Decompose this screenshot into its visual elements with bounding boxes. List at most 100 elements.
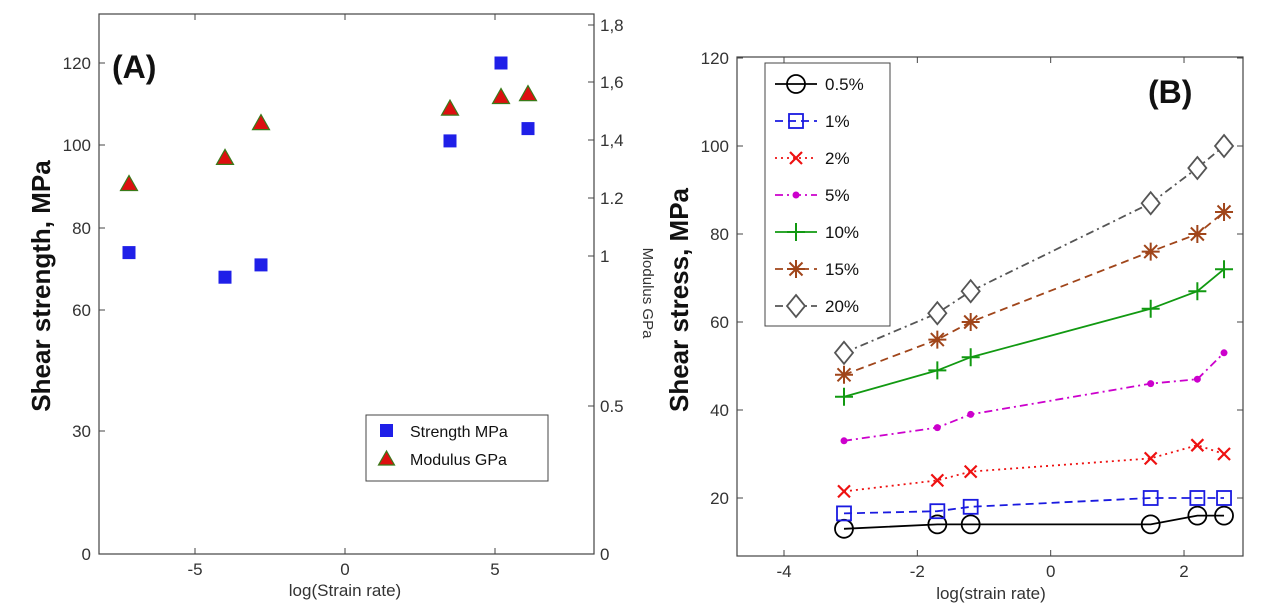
panel-a-x-tick-label: 5 [490,560,499,579]
panel-b-legend-box [764,62,891,327]
modulus-point [119,174,139,192]
modulus-point [215,148,235,165]
series-point-1pct [1216,490,1232,506]
series-point-10pct [1188,282,1207,301]
panel-a-y-tick-label: 60 [72,301,91,320]
panel-a-y-tick-label: 100 [63,136,91,155]
series-point-0-5pct [960,514,981,535]
panel-a-y-tick-label: 0 [82,545,91,564]
series-point-20pct [833,340,855,366]
modulus-point [518,84,538,102]
series-point-2pct [963,464,978,479]
series-point-5pct [840,437,848,445]
series-point-10pct [835,387,854,406]
legend-b-marker [786,74,806,94]
panel-a-legend-box [365,414,549,482]
legend-b-marker [787,223,805,241]
strength-point [254,258,268,272]
panel-a-y-tick-label: 30 [72,422,91,441]
series-point-20pct [927,300,948,326]
panel-b-y-tick-label: 20 [710,489,729,508]
legend-a-strength-marker [380,424,393,437]
series-point-2pct [837,484,851,499]
series-point-5pct [967,410,975,418]
strength-point [122,246,136,260]
panel-b-x-tick-label: 0 [1046,562,1055,581]
legend-a-modulus-marker [377,449,396,466]
panel-a-y2-tick-label: 0.5 [600,397,624,416]
series-point-20pct [1213,133,1235,159]
panel-a-label: (A) [112,49,156,85]
legend-b-label: 2% [825,149,850,168]
strength-point [443,134,457,148]
modulus-point [251,113,271,131]
panel-b-x-axis-title: log(strain rate) [936,584,1046,603]
strength-point [218,270,232,284]
series-point-20pct [960,278,981,304]
series-line-10pct [843,268,1225,398]
strength-point [521,122,535,136]
legend-b-marker [788,113,804,129]
panel-a-y-axis-title: Shear strength, MPa [26,160,56,412]
panel-a-y-tick-label: 120 [63,54,91,73]
series-point-10pct [961,348,980,367]
panel-b-y-tick-label: 60 [710,313,729,332]
series-point-2pct [1143,451,1158,466]
panel-b-label: (B) [1148,74,1192,110]
legend-b-label: 1% [825,112,850,131]
legend-b-marker [789,151,803,165]
strength-point [494,56,508,70]
panel-b-lines [833,133,1235,539]
panel-a: -5 0 5 0 30 60 80 100 120 0 0.5 1 1.2 1,4 1,6 1,8 (A) S… [26,13,656,600]
panel-b: -4 -2 0 2 20 40 60 80 100 120 (B) Shear stress, M… [664,49,1244,603]
panel-a-y2-tick-label: 0 [600,545,609,564]
series-point-15pct [1141,242,1160,261]
panel-b-frame [736,56,1244,557]
series-point-1pct [1189,490,1206,506]
series-point-5pct [1193,375,1201,383]
panel-a-y2-tick-label: 1,4 [600,131,624,150]
series-point-5pct [1147,380,1155,388]
series-point-20pct [1187,155,1208,181]
series-point-10pct [1141,299,1160,318]
series-point-0-5pct [1187,505,1208,526]
legend-b-label: 15% [825,260,859,279]
series-line-20pct [843,145,1225,354]
panel-a-x-tick-label: -5 [187,560,202,579]
panel-b-y-tick-label: 40 [710,401,729,420]
panel-a-frame [98,13,595,555]
panel-b-y-tick-label: 100 [701,137,729,156]
panel-b-y-tick-label: 80 [710,225,729,244]
panel-a-y2-tick-label: 1 [600,247,609,266]
panel-a-marks [119,56,538,284]
legend-b-label: 0.5% [825,75,864,94]
series-line-1pct [843,497,1225,515]
series-point-15pct [1215,203,1234,221]
panel-b-x-tick-label: 2 [1179,562,1188,581]
legend-b-label: 20% [825,297,859,316]
legend-b-marker [785,293,807,319]
series-point-15pct [1188,225,1207,243]
legend-b-label: 10% [825,223,859,242]
panel-a-x-tick-label: 0 [340,560,349,579]
series-point-1pct [962,498,979,515]
panel-b-y-tick-label: 120 [701,49,729,68]
series-point-0-5pct [927,514,948,535]
series-point-1pct [929,503,946,520]
series-point-2pct [930,473,945,488]
panel-b-y-axis-title: Shear stress, MPa [664,187,694,412]
legend-b-label: 5% [825,186,850,205]
series-point-10pct [928,361,947,380]
series-point-15pct [928,330,947,349]
modulus-point [491,87,511,105]
series-point-5pct [933,424,941,432]
panel-a-ticks: -5 0 5 0 30 60 80 100 120 0 0.5 1 1.2 1,4 1,6 1,8 [63,14,624,579]
legend-b-marker [792,191,800,199]
series-line-0-5pct [843,514,1225,530]
panel-a-y2-tick-label: 1,6 [600,73,624,92]
series-point-20pct [1140,190,1161,216]
series-point-10pct [1215,260,1234,279]
panel-a-y2-tick-label: 1,8 [600,16,624,35]
